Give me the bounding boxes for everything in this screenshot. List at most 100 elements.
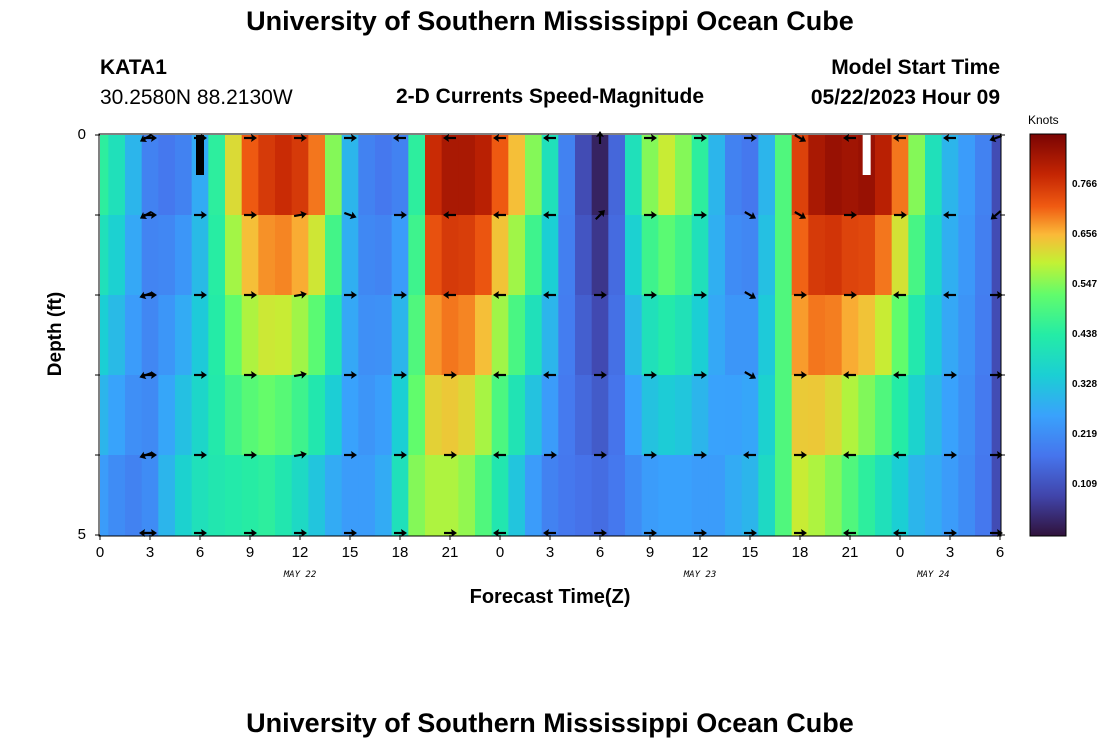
heatmap-cell [575, 135, 593, 216]
heatmap-cell [675, 375, 693, 456]
vector-head [798, 212, 807, 219]
heatmap-cell [258, 215, 276, 296]
heatmap-cell [291, 455, 309, 536]
current-vector-arrow [743, 451, 756, 459]
x-tick-label: 21 [441, 544, 459, 561]
x-tick-label: 18 [391, 544, 409, 561]
current-vector-arrow [794, 211, 807, 219]
heatmap-cell [891, 215, 909, 296]
heatmap-cell [941, 295, 959, 376]
heatmap-cell [475, 455, 493, 536]
heatmap-cell [158, 215, 176, 296]
heatmap-cell [958, 135, 976, 216]
vector-head [401, 529, 407, 537]
heatmap-cell [958, 375, 976, 456]
heatmap-cell [108, 135, 126, 216]
heatmap-cell [125, 215, 143, 296]
vector-head [139, 291, 147, 300]
vector-head [251, 134, 257, 142]
heatmap-cell [925, 295, 943, 376]
heatmap-cell [125, 295, 143, 376]
heatmap-cell [558, 215, 576, 296]
x-tick-label: 3 [945, 544, 955, 561]
current-vector-arrow [144, 451, 157, 459]
heatmap-cell [475, 375, 493, 456]
heatmap-cell [100, 135, 109, 216]
heatmap-cell [908, 215, 926, 296]
current-vector-arrow [594, 210, 605, 221]
heatmap-cell [100, 295, 109, 376]
vector-head [451, 451, 457, 459]
vector-head [893, 529, 899, 537]
heatmap-cell [791, 455, 809, 536]
current-vector-arrow [493, 529, 506, 537]
colorbar-tick-label: 0.328 [1072, 379, 1098, 391]
heatmap-cell [991, 215, 1001, 296]
heatmap-cell [358, 295, 376, 376]
vector-head [943, 134, 949, 142]
vector-head [401, 211, 407, 219]
heatmap-cell [591, 215, 609, 296]
heatmap-cell [925, 215, 943, 296]
current-vector-arrow [644, 529, 657, 537]
heatmap-cell [225, 455, 243, 536]
heatmap [100, 135, 1001, 536]
heatmap-cell [158, 455, 176, 536]
heatmap-cell [625, 135, 643, 216]
heatmap-cell [608, 215, 626, 296]
x-tick-label: 0 [895, 544, 905, 561]
current-vector-arrow [594, 451, 607, 459]
heatmap-cell [375, 135, 393, 216]
current-vector-arrow [843, 529, 856, 537]
heatmap-cell [891, 375, 909, 456]
current-vector-arrow [893, 371, 906, 379]
vector-head [151, 451, 157, 459]
heatmap-cell [825, 295, 843, 376]
current-vector-arrow [543, 371, 556, 379]
current-vector-arrow [944, 529, 957, 537]
vector-head [401, 451, 407, 459]
heatmap-cell [525, 215, 543, 296]
heatmap-cell [141, 215, 159, 296]
heatmap-cell [208, 295, 226, 376]
heatmap-cell [691, 135, 709, 216]
current-vector-arrow [493, 291, 506, 299]
heatmap-cell [691, 455, 709, 536]
current-vector-arrow [893, 134, 906, 142]
heatmap-cell [691, 375, 709, 456]
vector-head [251, 451, 257, 459]
heatmap-cell [758, 455, 776, 536]
current-vector-arrow [443, 211, 456, 219]
colorbar-tick-label: 0.109 [1072, 479, 1098, 491]
current-vector-arrow [344, 529, 357, 537]
date-label: MAY 22 [283, 570, 317, 580]
x-tick-label: 3 [145, 544, 155, 561]
vector-head [393, 134, 399, 142]
heatmap-cell [658, 215, 676, 296]
vector-head [139, 451, 147, 460]
current-vector-arrow [144, 371, 157, 379]
current-vector-arrow [694, 529, 707, 537]
heatmap-cell [708, 135, 726, 216]
current-vector-arrow [543, 211, 556, 219]
heatmap-cell [458, 375, 476, 456]
heatmap-cell [391, 135, 409, 216]
heatmap-cell [691, 295, 709, 376]
heatmap-cell [341, 295, 359, 376]
heatmap-cell [258, 455, 276, 536]
current-vector-arrow [794, 134, 807, 142]
heatmap-cell [325, 375, 343, 456]
vector-head [701, 371, 707, 379]
vector-head [251, 211, 257, 219]
current-vector-arrow [844, 211, 857, 219]
current-vector-arrow [989, 134, 1003, 143]
heatmap-cell [308, 215, 326, 296]
heatmap-cell [625, 215, 643, 296]
vector-head [651, 451, 657, 459]
current-vector-arrow [990, 210, 1002, 220]
heatmap-cell [658, 135, 676, 216]
vector-head [493, 371, 499, 379]
heatmap-cell [508, 215, 526, 296]
heatmap-cell [841, 135, 859, 216]
heatmap-cell [958, 215, 976, 296]
